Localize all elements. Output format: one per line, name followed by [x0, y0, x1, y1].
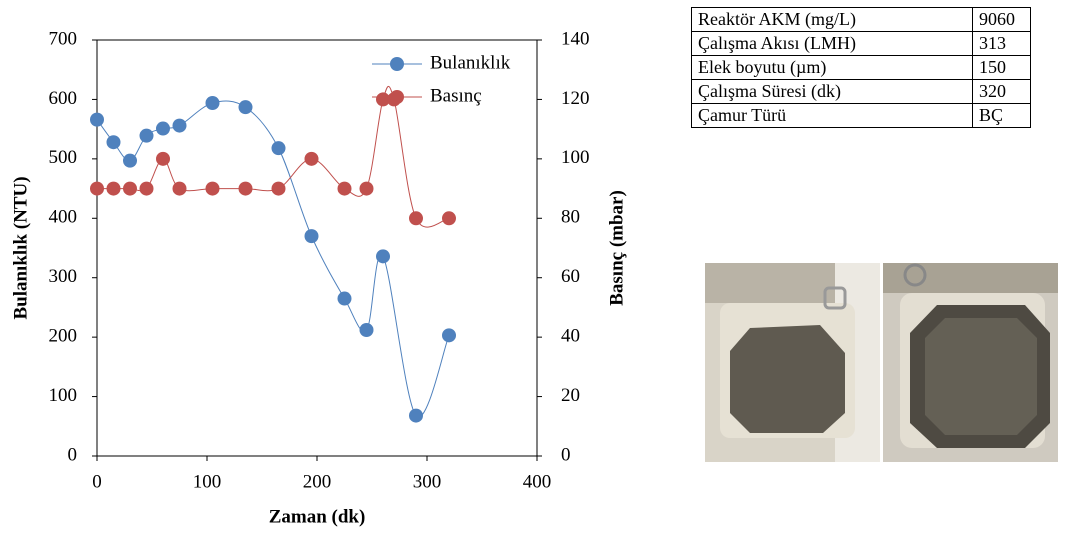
- legend-marker: [390, 90, 404, 104]
- marker: [239, 182, 253, 196]
- photo-left: [705, 263, 880, 462]
- legend-marker: [390, 57, 404, 71]
- info-table: Reaktör AKM (mg/L)9060 Çalışma Akısı (LM…: [691, 7, 1031, 128]
- y2-tick-label: 140: [561, 28, 590, 49]
- cell: 9060: [973, 8, 1031, 32]
- y-tick-label: 500: [49, 147, 78, 168]
- marker: [123, 182, 137, 196]
- y2-tick-label: 40: [561, 326, 580, 347]
- y2-tick-label: 100: [561, 147, 590, 168]
- y-tick-label: 400: [49, 207, 78, 228]
- cell: Reaktör AKM (mg/L): [692, 8, 973, 32]
- marker: [305, 152, 319, 166]
- cell: 150: [973, 56, 1031, 80]
- marker: [107, 135, 121, 149]
- marker: [409, 211, 423, 225]
- y-tick-label: 700: [49, 28, 78, 49]
- marker: [156, 122, 170, 136]
- marker: [239, 100, 253, 114]
- legend-label: Basınç: [430, 85, 482, 106]
- marker: [107, 182, 121, 196]
- y-tick-label: 0: [68, 444, 78, 465]
- y-tick-label: 600: [49, 88, 78, 109]
- y2-tick-label: 60: [561, 266, 580, 287]
- y-tick-label: 200: [49, 326, 78, 347]
- marker: [140, 182, 154, 196]
- y-axis-title: Bulanıklık (NTU): [10, 176, 31, 319]
- marker: [442, 211, 456, 225]
- y-tick-label: 100: [49, 385, 78, 406]
- marker: [173, 182, 187, 196]
- marker: [442, 328, 456, 342]
- x-tick-label: 400: [523, 471, 552, 492]
- marker: [173, 119, 187, 133]
- y2-tick-label: 20: [561, 385, 580, 406]
- marker: [206, 182, 220, 196]
- marker: [123, 154, 137, 168]
- marker: [338, 292, 352, 306]
- photo-right: [883, 263, 1058, 462]
- chart: Zaman (dk) Bulanıklık (NTU) Basınç (mbar…: [0, 0, 680, 534]
- marker: [305, 229, 319, 243]
- photos: [705, 263, 1061, 463]
- x-tick-label: 300: [413, 471, 442, 492]
- legend-label: Bulanıklık: [430, 52, 511, 73]
- cell: 320: [973, 80, 1031, 104]
- cell: 313: [973, 32, 1031, 56]
- cell: Çalışma Süresi (dk): [692, 80, 973, 104]
- cell: Çamur Türü: [692, 104, 973, 128]
- x-tick-label: 200: [303, 471, 332, 492]
- marker: [360, 323, 374, 337]
- y2-axis-title: Basınç (mbar): [606, 190, 627, 306]
- marker: [376, 249, 390, 263]
- marker: [140, 129, 154, 143]
- page: Zaman (dk) Bulanıklık (NTU) Basınç (mbar…: [0, 0, 1073, 534]
- cell: Çalışma Akısı (LMH): [692, 32, 973, 56]
- marker: [206, 96, 220, 110]
- marker: [272, 182, 286, 196]
- x-axis-title: Zaman (dk): [269, 506, 366, 527]
- cell: Elek boyutu (µm): [692, 56, 973, 80]
- marker: [338, 182, 352, 196]
- y2-tick-label: 80: [561, 207, 580, 228]
- x-tick-label: 0: [92, 471, 102, 492]
- marker: [272, 141, 286, 155]
- y2-tick-label: 120: [561, 88, 590, 109]
- marker: [90, 113, 104, 127]
- cell: BÇ: [973, 104, 1031, 128]
- x-tick-label: 100: [193, 471, 222, 492]
- y-tick-label: 300: [49, 266, 78, 287]
- y2-tick-label: 0: [561, 444, 571, 465]
- series-line: [97, 86, 449, 227]
- marker: [90, 182, 104, 196]
- marker: [360, 182, 374, 196]
- marker: [409, 409, 423, 423]
- marker: [156, 152, 170, 166]
